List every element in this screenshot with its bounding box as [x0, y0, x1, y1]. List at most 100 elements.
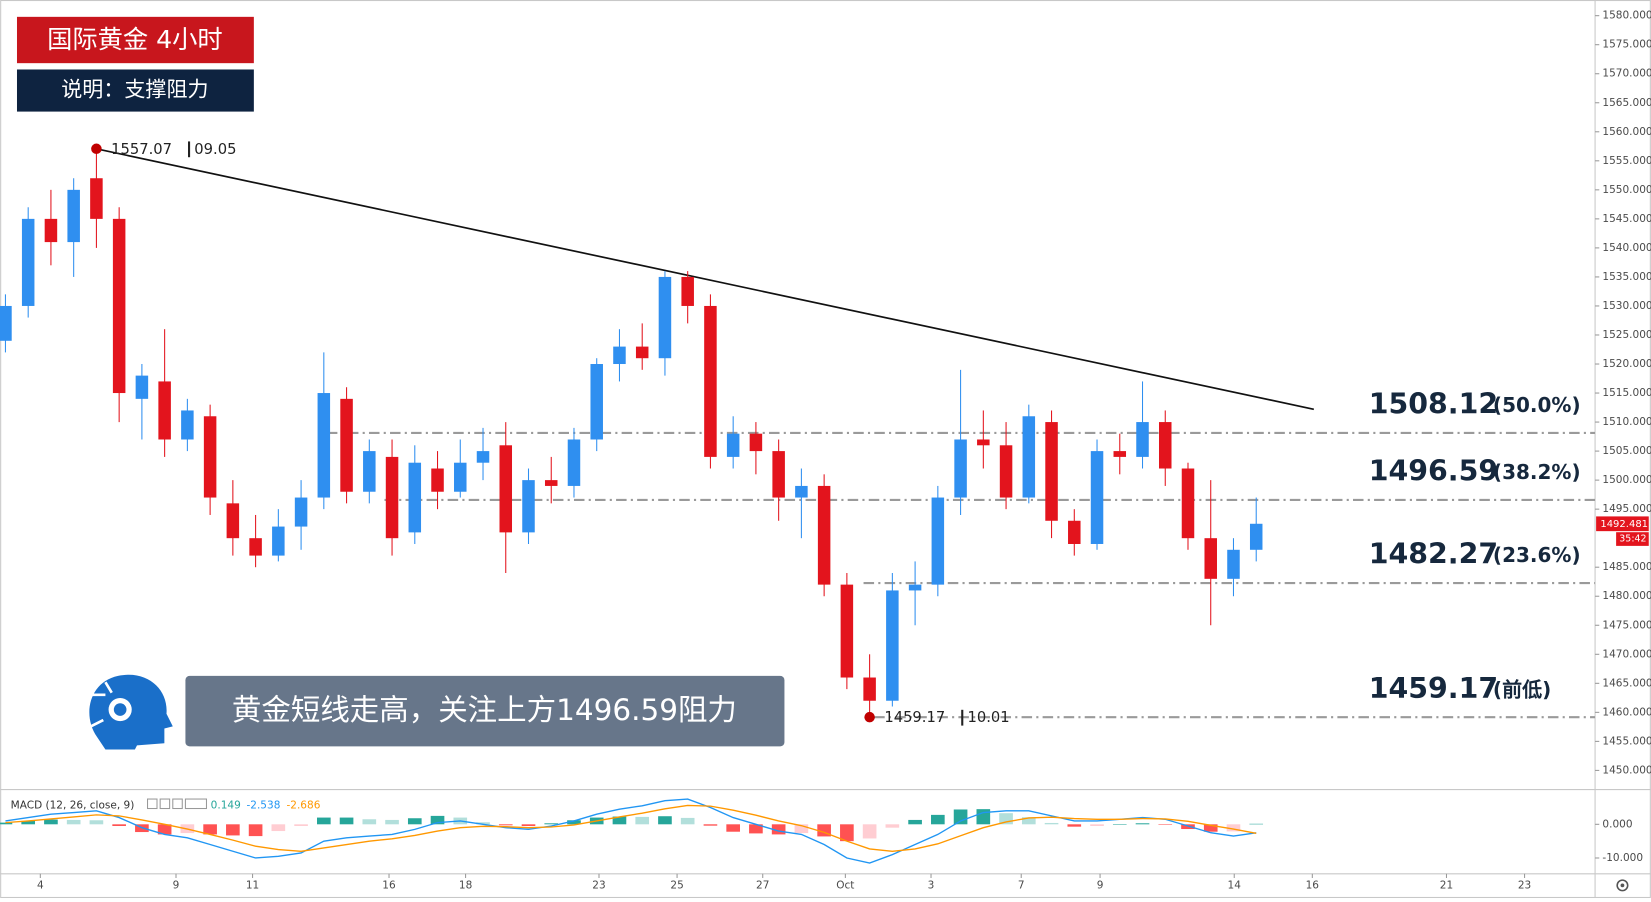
macd-histogram-bar [999, 813, 1013, 825]
macd-histogram-bar [931, 814, 945, 825]
y-tick-label: 1550.000 [1602, 184, 1651, 196]
candle-body [249, 538, 262, 556]
macd-histogram-bar [226, 824, 240, 836]
y-tick-label: 1485.000 [1602, 561, 1651, 573]
y-tick-label: 1450.000 [1602, 764, 1651, 776]
candle-body [135, 375, 149, 399]
macd-histogram-bar [66, 819, 81, 825]
macd-histogram-bar [1067, 824, 1082, 827]
macd-hist-value: 0.149 [211, 799, 241, 811]
candle-body [931, 497, 945, 585]
candle-body [1158, 422, 1172, 469]
settings-icon[interactable] [1616, 879, 1629, 892]
x-tick-label: 25 [670, 879, 683, 891]
candle-body [886, 590, 899, 701]
level-label: (23.6%) [1493, 543, 1581, 567]
candle-body [749, 433, 763, 452]
candle-body [158, 381, 171, 440]
macd-histogram-bar [680, 817, 695, 825]
candle-body [999, 445, 1013, 498]
macd-histogram-bar [112, 824, 126, 826]
y-tick-label: 1465.000 [1602, 677, 1651, 689]
subtitle: 说明：支撑阻力 [61, 77, 208, 102]
macd-histogram-bar [157, 824, 172, 835]
candle-body [726, 433, 740, 457]
candle-body [408, 462, 422, 533]
countdown-tag [1616, 532, 1649, 546]
macd-histogram-bar [1203, 824, 1218, 832]
candle-body [499, 445, 513, 533]
x-tick-label: 16 [1306, 879, 1320, 891]
y-tick-label: 1555.000 [1602, 155, 1651, 167]
y-tick-label: 1505.000 [1602, 445, 1651, 457]
candle-body [840, 584, 854, 678]
macd-y-tick-label: -10.000 [1602, 852, 1643, 864]
macd-histogram-bar [726, 824, 740, 832]
candle-body [635, 346, 649, 359]
candle-body [704, 305, 717, 457]
candle-body [0, 305, 12, 341]
candle-body [294, 497, 308, 527]
candle-body [476, 451, 490, 463]
candle-body [1227, 549, 1240, 579]
candle-body [772, 451, 785, 498]
signal-line [5, 804, 1257, 852]
x-tick-label: 16 [382, 879, 396, 891]
macd-y-tick-label: 0.000 [1602, 818, 1632, 830]
macd-histogram-bar [862, 824, 877, 839]
macd-icons [146, 798, 208, 810]
macd-histogram-bar [953, 809, 968, 825]
macd-histogram-bar [407, 818, 422, 825]
y-tick-label: 1565.000 [1602, 97, 1651, 109]
macd-histogram-bar [840, 824, 854, 842]
candle-body [1022, 416, 1036, 498]
candle-body [112, 218, 126, 394]
macd-histogram-bar [1226, 824, 1241, 832]
y-tick-label: 1515.000 [1602, 387, 1651, 399]
x-tick-label: 23 [592, 879, 605, 891]
x-tick-label: 11 [246, 879, 259, 891]
macd-histogram-bar [612, 816, 627, 825]
y-tick-label: 1520.000 [1602, 358, 1651, 370]
candle-body [1068, 520, 1081, 544]
y-tick-label: 1470.000 [1602, 648, 1651, 660]
macd-histogram-bar [908, 819, 922, 825]
x-tick-label: 7 [1018, 879, 1025, 891]
macd-histogram-bar [544, 823, 559, 825]
candle-body [21, 218, 35, 306]
x-tick-label: 3 [928, 879, 935, 891]
macd-histogram-bar [521, 824, 536, 826]
candle-body [272, 526, 285, 556]
y-tick-label: 1570.000 [1602, 68, 1651, 80]
y-tick-label: 1540.000 [1602, 242, 1651, 254]
x-tick-label: 9 [1097, 879, 1104, 891]
macd-histogram-bar [44, 819, 58, 825]
macd-histogram-bar [498, 824, 513, 826]
candle-body [1181, 468, 1195, 539]
y-tick-label: 1460.000 [1602, 706, 1651, 718]
candle-body [226, 503, 240, 539]
macd-title: MACD (12, 26, close, 9) [11, 799, 135, 811]
candle-body [67, 189, 80, 243]
candle-body [817, 485, 831, 585]
robot-icon [87, 672, 173, 751]
last-price-label: 1492.481 [1600, 519, 1648, 530]
price-marker [91, 143, 102, 155]
candle-body [1249, 523, 1263, 550]
y-tick-label: 1575.000 [1602, 39, 1651, 51]
macd-histogram-bar [21, 820, 36, 825]
candle-body [1090, 451, 1104, 544]
macd-histogram-bar [385, 819, 399, 825]
price-marker [864, 711, 875, 723]
macd-histogram-bar [567, 820, 581, 825]
candle-body [203, 416, 217, 498]
y-tick-label: 1525.000 [1602, 329, 1651, 341]
countdown: 35:42 [1619, 534, 1646, 545]
candle-body [181, 410, 194, 440]
marker-date: 10.01 [968, 709, 1010, 726]
candle-body [681, 276, 694, 306]
x-tick-label: Oct [836, 879, 854, 891]
candle-body [90, 178, 103, 219]
candle-body [431, 468, 444, 492]
